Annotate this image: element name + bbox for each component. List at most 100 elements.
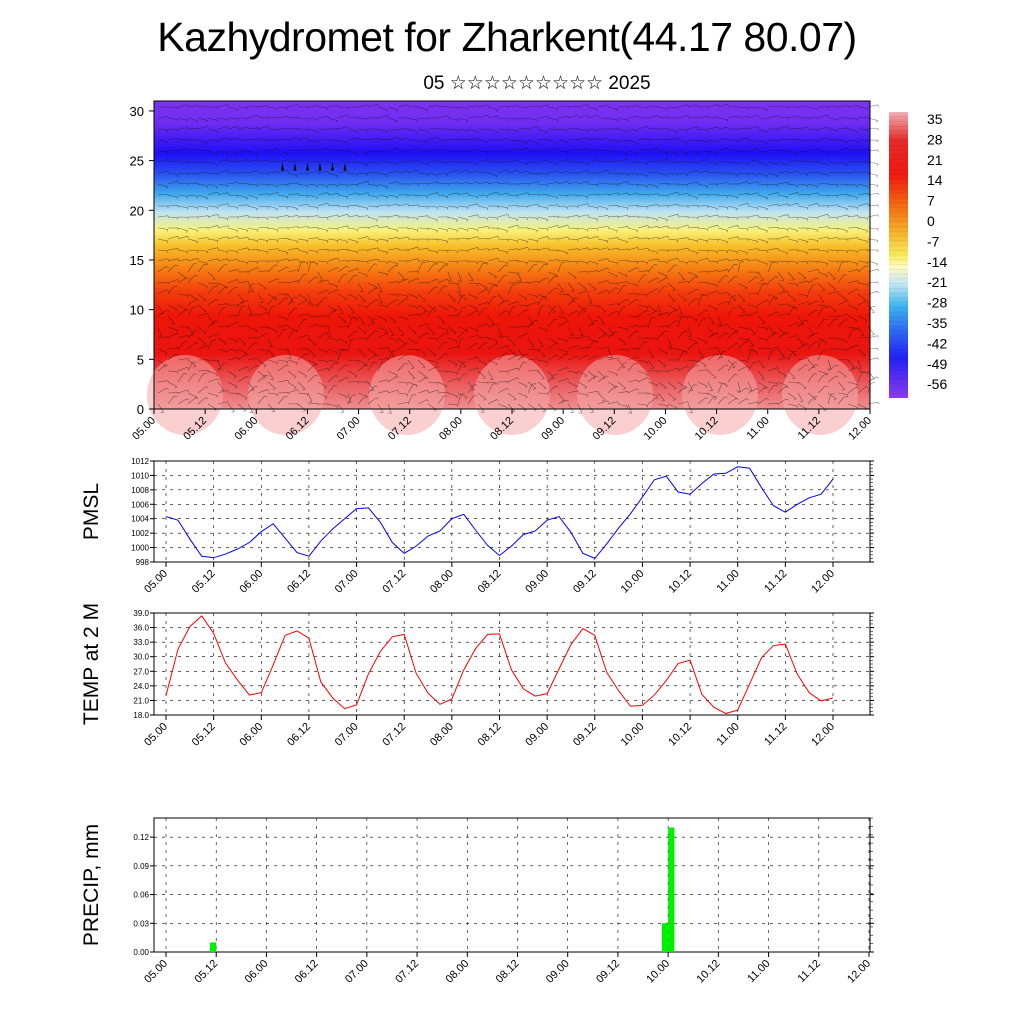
wind-barb-feather [636, 142, 638, 145]
wind-barb [537, 138, 548, 141]
wind-barb [697, 238, 708, 242]
wind-barb [507, 377, 518, 383]
wind-barb-feather [846, 300, 849, 303]
wind-barb [847, 280, 858, 284]
wind-barb-feather [257, 358, 259, 361]
wind-barb [827, 227, 839, 229]
wind-barb [727, 331, 736, 339]
wind-barb [717, 383, 723, 394]
x-tick-label: 05.12 [192, 958, 220, 986]
wind-barb [557, 392, 565, 401]
wind-barb-feather [856, 263, 858, 266]
wind-barb-feather [766, 241, 768, 244]
wind-barb-feather [867, 262, 869, 265]
wind-barb [487, 115, 498, 119]
wind-barb-feather [830, 393, 835, 395]
wind-barb-feather [286, 266, 289, 269]
wind-barb-feather [823, 409, 827, 412]
wind-barb-feather [687, 115, 689, 118]
wind-barb-feather [354, 375, 358, 378]
wind-barb [307, 128, 318, 132]
wind-barb [197, 373, 204, 383]
wind-barb [577, 194, 588, 197]
wind-barb [547, 342, 557, 350]
wind-barb [767, 192, 778, 196]
wind-barb [547, 139, 558, 143]
wind-barb-feather [216, 240, 219, 243]
wind-barb-feather [436, 175, 439, 178]
x-tick-label: 09.00 [539, 415, 567, 443]
wind-barb-feather [284, 396, 288, 398]
wind-barb [357, 150, 368, 154]
wind-barb [227, 258, 238, 262]
wind-barb-feather [316, 207, 319, 210]
wind-barb [547, 370, 555, 379]
wind-barb-feather [316, 263, 318, 266]
wind-barb [727, 225, 738, 229]
wind-barb [687, 238, 698, 242]
wind-barb-feather [275, 330, 278, 333]
wind-barb [617, 281, 628, 284]
wind-barb-feather [456, 230, 458, 233]
wind-barb [267, 370, 274, 380]
wind-barb [257, 159, 268, 163]
wind-barb-feather [296, 241, 299, 244]
wind-barb-feather [497, 191, 499, 195]
wind-barb [377, 390, 388, 394]
wind-barb-feather [487, 323, 489, 326]
wind-barb [637, 341, 646, 350]
wind-barb-feather [862, 355, 866, 357]
wind-barb [767, 367, 778, 372]
colorbar [889, 112, 908, 398]
wind-barb [647, 317, 652, 328]
wind-barb [287, 247, 298, 251]
wind-barb [417, 194, 428, 197]
wind-barb [757, 386, 767, 394]
wind-barb-feather [617, 192, 619, 195]
wind-barb [857, 403, 868, 409]
wind-barb-feather [336, 175, 338, 178]
wind-barb [217, 303, 228, 306]
wind-barb-feather [312, 344, 316, 346]
wind-barb [797, 364, 806, 372]
wind-barb-feather [816, 300, 819, 303]
wind-barb-feather [187, 148, 189, 151]
wind-barb [677, 247, 688, 251]
wind-barb [827, 315, 839, 317]
wind-barb [507, 248, 518, 251]
x-tick-label: 08.12 [494, 958, 522, 986]
wind-barb [687, 403, 693, 413]
wind-barb [367, 287, 376, 295]
wind-barb [517, 392, 528, 397]
wind-barb-feather [615, 374, 618, 377]
wind-barb [477, 226, 488, 229]
wind-barb-feather [622, 388, 626, 390]
wind-barb-feather [525, 353, 529, 356]
wind-barb-feather [457, 138, 459, 141]
wind-barb [667, 309, 676, 317]
wind-barb-feather [554, 275, 558, 277]
wind-barb [477, 263, 484, 273]
wind-barb-feather [877, 104, 879, 107]
wind-barb-feather [833, 310, 836, 313]
wind-barb [697, 116, 708, 119]
wind-barb [847, 260, 858, 264]
wind-barb [597, 267, 608, 273]
wind-barb [727, 342, 737, 350]
wind-barb [337, 377, 347, 383]
wind-barb [187, 307, 193, 317]
wind-barb [327, 289, 338, 295]
wind-barb [787, 227, 798, 231]
wind-barb [437, 182, 448, 185]
wind-barb [557, 159, 568, 163]
wind-barb [417, 247, 428, 251]
wind-barb-feather [796, 240, 799, 244]
wind-barb [437, 285, 445, 295]
wind-barb-feather [207, 126, 209, 129]
wind-barb-feather [871, 312, 875, 314]
wind-barb [247, 403, 254, 413]
wind-barb [257, 238, 268, 241]
wind-barb [517, 281, 528, 284]
wind-barb [207, 161, 218, 165]
wind-barb [377, 260, 388, 263]
